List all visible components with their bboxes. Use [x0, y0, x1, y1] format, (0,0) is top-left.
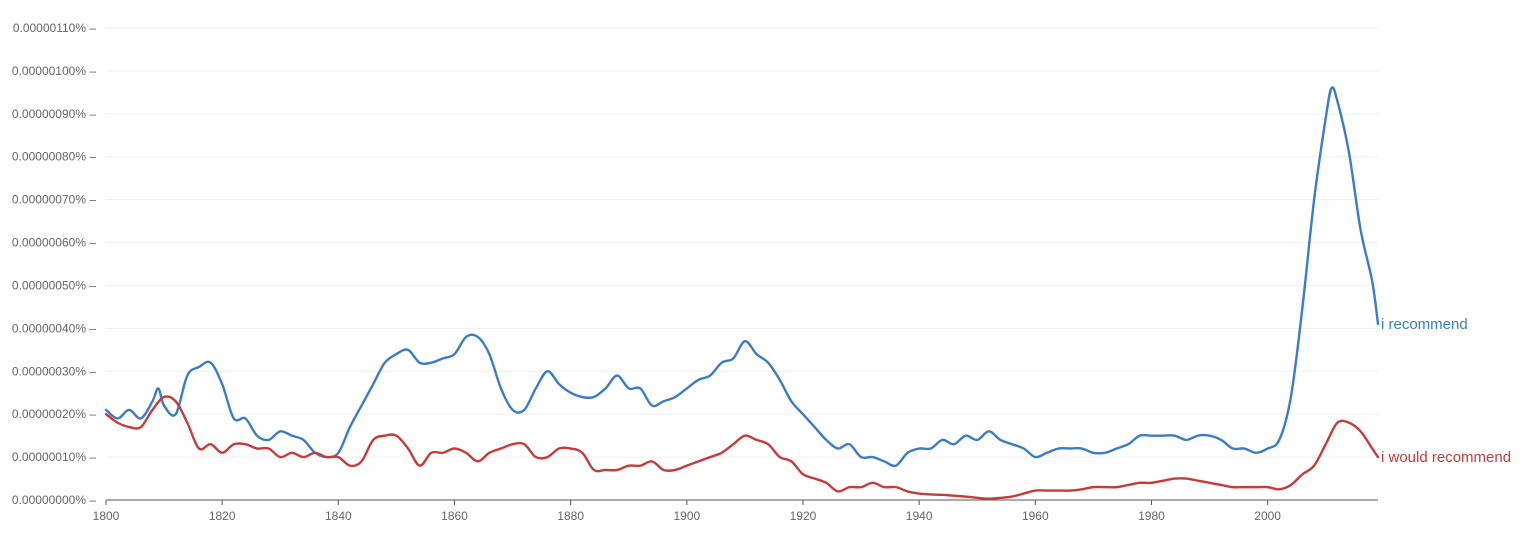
- y-tick-label: 0.00000030% –: [12, 364, 96, 378]
- y-tick-label: 0.00000070% –: [12, 193, 96, 207]
- y-tick-label: 0.00000090% –: [12, 107, 96, 121]
- x-tick-label: 1860: [441, 509, 468, 523]
- series-line-i-would-recommend[interactable]: [104, 395, 1380, 500]
- x-tick-label: 1940: [906, 509, 933, 523]
- y-tick-label: 0.00000100% –: [12, 64, 96, 78]
- y-tick-label: 0.00000010% –: [12, 450, 96, 464]
- series-label-i-would-recommend: i would recommend: [1381, 449, 1511, 466]
- series-end-labels: i recommend i would recommend: [1381, 316, 1511, 466]
- x-tick-label: 1800: [93, 509, 120, 523]
- y-tick-label: 0.00000020% –: [12, 407, 96, 421]
- x-tick-label: 1920: [790, 509, 817, 523]
- x-axis-ticks: 1800 1820 1840 1860 1880 1900 1920 1940 1960 1980…: [93, 500, 1281, 523]
- y-tick-label: 0.00000060% –: [12, 236, 96, 250]
- series-lines: [104, 86, 1380, 500]
- y-tick-label: 0.00000040% –: [12, 321, 96, 335]
- x-tick-label: 1820: [209, 509, 236, 523]
- y-tick-label: 0.00000110% –: [13, 21, 97, 35]
- x-tick-label: 1980: [1138, 509, 1165, 523]
- series-line-i-recommend[interactable]: [104, 86, 1380, 468]
- x-tick-label: 1960: [1022, 509, 1049, 523]
- x-tick-label: 1900: [673, 509, 700, 523]
- grid-lines: [106, 27, 1378, 458]
- x-tick-label: 1840: [325, 509, 352, 523]
- y-axis-ticks: 0.00000000% – 0.00000010% – 0.00000020% – 0…: [12, 21, 96, 507]
- y-tick-label: 0.00000050% –: [12, 278, 96, 292]
- x-tick-label: 2000: [1254, 509, 1281, 523]
- series-label-i-recommend: i recommend: [1381, 316, 1468, 333]
- x-tick-label: 1880: [557, 509, 584, 523]
- y-tick-label: 0.00000000% –: [12, 493, 96, 507]
- y-tick-label: 0.00000080% –: [12, 150, 96, 164]
